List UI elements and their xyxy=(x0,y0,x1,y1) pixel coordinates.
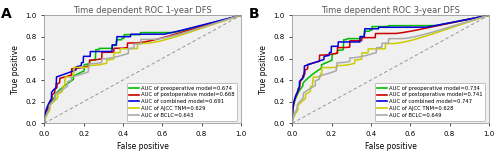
X-axis label: False positive: False positive xyxy=(364,142,416,152)
X-axis label: False positive: False positive xyxy=(116,142,168,152)
Y-axis label: True positive: True positive xyxy=(11,45,20,94)
Text: A: A xyxy=(1,7,12,21)
Legend: AUC of preoperative model=0.734, AUC of postoperative model=0.741, AUC of combin: AUC of preoperative model=0.734, AUC of … xyxy=(375,83,486,121)
Text: B: B xyxy=(249,7,260,21)
Title: Time dependent ROC 1-year DFS: Time dependent ROC 1-year DFS xyxy=(73,5,212,15)
Y-axis label: True positive: True positive xyxy=(259,45,268,94)
Title: Time dependent ROC 3-year DFS: Time dependent ROC 3-year DFS xyxy=(321,5,460,15)
Legend: AUC of preoperative model=0.674, AUC of postoperative model=0.668, AUC of combin: AUC of preoperative model=0.674, AUC of … xyxy=(127,83,238,121)
